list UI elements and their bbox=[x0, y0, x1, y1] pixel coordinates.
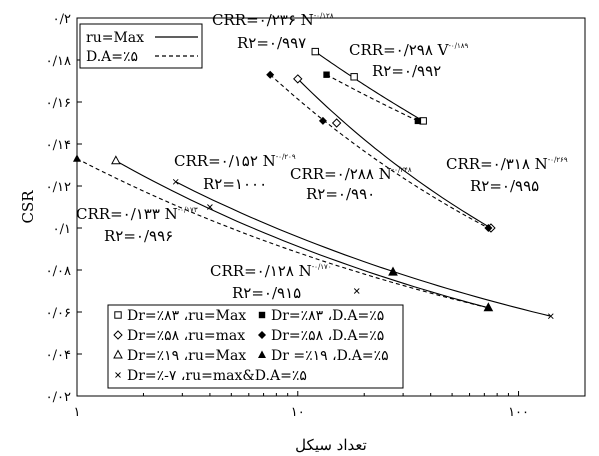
fit-curve bbox=[76, 158, 489, 309]
equation-main: CRR=۰/۱۳۳ N bbox=[76, 205, 178, 223]
data-point bbox=[318, 116, 327, 125]
equation-annotation: CRR=۰/۱۳۳ N-۰/۱۷۳ R۲=۰/۹۹۶ bbox=[76, 205, 198, 245]
y-tick-label: ۰/۱۲ bbox=[46, 180, 71, 195]
y-tick-label: ۰/۰۶ bbox=[46, 306, 71, 321]
data-point bbox=[484, 303, 493, 311]
data-point bbox=[350, 73, 358, 81]
equation-exponent: -۰/۲۰۹ bbox=[276, 153, 296, 161]
equation-exponent: -۰/۲۴۸ bbox=[392, 166, 412, 174]
x-tick-label: ۱ bbox=[74, 405, 81, 420]
svg-text:CRR=۰/۲۹۸ V-۰/۱۸۹: CRR=۰/۲۹۸ V-۰/۱۸۹ bbox=[349, 41, 469, 59]
equation-main: CRR=۰/۲۹۸ V bbox=[349, 41, 450, 59]
line-legend-box bbox=[79, 23, 203, 69]
legend-entry-label: Dr =٪۱۹ ،D.A=٪۵ bbox=[271, 348, 389, 364]
legend-entry-label: Dr=٪۵۸ ،D.A=٪۵ bbox=[271, 328, 384, 344]
equation-exponent: -۰/۱۸۹ bbox=[449, 42, 469, 50]
legend-marker bbox=[258, 350, 266, 358]
equation-exponent: -۰/۲۶۹ bbox=[548, 156, 568, 164]
equation-exponent: -۰/۱۷۳ bbox=[178, 206, 198, 214]
equation-main: CRR=۰/۲۸۸ N bbox=[290, 165, 392, 183]
legend-entry-label: Dr=٪۸۳ ،D.A=٪۵ bbox=[271, 308, 384, 324]
fit-curve bbox=[115, 160, 489, 309]
data-point bbox=[73, 154, 81, 162]
equation-main: CRR=۰/۱۵۲ N bbox=[174, 152, 276, 170]
x-tick-label: ۱۰ bbox=[291, 405, 305, 420]
svg-text:CRR=۰/۳۱۸ N-۰/۲۶۹: CRR=۰/۳۱۸ N-۰/۲۶۹ bbox=[446, 155, 568, 173]
legend-marker bbox=[114, 311, 122, 319]
data-point bbox=[172, 178, 179, 185]
svg-text:CRR=۰/۱۵۲ N-۰/۲۰۹: CRR=۰/۱۵۲ N-۰/۲۰۹ bbox=[174, 152, 296, 170]
equation-r2: R۲=۰/۹۱۵ bbox=[232, 284, 301, 302]
legend-entry-label: Dr=٪-۷ ،ru=max&D.A=٪۵ bbox=[127, 368, 307, 384]
equation-r2: R۲=۰/۹۹۰ bbox=[306, 185, 375, 203]
svg-text:CRR=۰/۲۳۶ N-۰/۱۲۸: CRR=۰/۲۳۶ N-۰/۱۲۸ bbox=[212, 11, 334, 29]
legend-entry-label: Dr=٪۱۹ ،ru=Max bbox=[127, 348, 246, 364]
legend-marker bbox=[258, 331, 266, 339]
equation-r2: R۲=۰/۹۹۶ bbox=[104, 227, 173, 245]
equation-main: CRR=۰/۲۳۶ N bbox=[212, 11, 314, 29]
marker-legend: Dr=٪۸۳ ،ru=Max Dr=٪۸۳ ،D.A=٪۵ Dr=٪۵۸ ،ru=m… bbox=[107, 304, 404, 389]
y-tick-label: ۰/۱ bbox=[53, 222, 71, 237]
y-axis-label: CSR bbox=[19, 190, 37, 224]
equation-annotation: CRR=۰/۱۵۲ N-۰/۲۰۹ R۲=۱۰۰۰ bbox=[174, 152, 296, 193]
y-tick-label: ۰/۲ bbox=[53, 12, 71, 27]
svg-text:CRR=۰/۱۲۸ N-۰/۱۷۰: CRR=۰/۱۲۸ N-۰/۱۷۰ bbox=[210, 262, 332, 280]
line-legend-label: D.A=٪۵ bbox=[86, 49, 138, 65]
data-point bbox=[207, 204, 213, 210]
y-tick-label: ۰/۱۶ bbox=[46, 96, 71, 111]
equation-exponent: -۰/۱۷۰ bbox=[312, 263, 332, 271]
data-point bbox=[111, 155, 121, 165]
y-tick-label: ۰/۰۴ bbox=[46, 348, 71, 363]
marker-legend-box bbox=[107, 304, 404, 389]
equation-r2: R۲=۰/۹۹۷ bbox=[237, 34, 306, 52]
equation-annotation: CRR=۰/۱۲۸ N-۰/۱۷۰ R۲=۰/۹۱۵ bbox=[210, 262, 332, 302]
equation-r2: R۲=۰/۹۹۲ bbox=[372, 62, 441, 80]
svg-text:CRR=۰/۱۳۳ N-۰/۱۷۳: CRR=۰/۱۳۳ N-۰/۱۷۳ bbox=[76, 205, 198, 223]
legend-marker bbox=[115, 372, 121, 378]
data-point bbox=[331, 118, 342, 128]
data-point bbox=[414, 117, 422, 125]
y-tick-label: ۰/۱۴ bbox=[46, 138, 71, 153]
equation-main: CRR=۰/۳۱۸ N bbox=[446, 155, 548, 173]
legend-marker bbox=[113, 330, 123, 340]
fit-curve bbox=[297, 78, 492, 229]
legend-entry-label: Dr=٪۸۳ ،ru=Max bbox=[127, 308, 246, 324]
equation-r2: R۲=۰/۹۹۵ bbox=[470, 177, 539, 195]
data-point bbox=[389, 267, 398, 276]
data-markers bbox=[73, 47, 554, 320]
equation-annotation: CRR=۰/۲۹۸ V-۰/۱۸۹ R۲=۰/۹۹۲ bbox=[349, 41, 469, 80]
legend-entry-label: Dr=٪۵۸ ،ru=max bbox=[127, 328, 245, 344]
fit-curve bbox=[326, 74, 419, 122]
svg-text:CRR=۰/۲۸۸ N-۰/۲۴۸: CRR=۰/۲۸۸ N-۰/۲۴۸ bbox=[290, 165, 412, 183]
equation-main: CRR=۰/۱۲۸ N bbox=[210, 262, 312, 280]
legend-marker bbox=[113, 349, 123, 359]
fit-curve bbox=[314, 51, 424, 122]
data-point bbox=[311, 47, 319, 56]
data-point bbox=[293, 74, 303, 84]
plot-frame bbox=[76, 17, 586, 397]
axis-ticks: ۱ ۱۰ ۱۰۰ ۰/۰۲ ۰/۰۴ ۰/۰۶ ۰/۰۸ ۰/۱ ۰/۱۲ ۰/۱۴ ۰/۱۶ ۰/۱… bbox=[46, 12, 529, 420]
data-point bbox=[353, 288, 360, 294]
data-point bbox=[323, 71, 330, 78]
y-tick-label: ۰/۰۸ bbox=[46, 264, 71, 279]
equation-annotation: CRR=۰/۳۱۸ N-۰/۲۶۹ R۲=۰/۹۹۵ bbox=[446, 155, 568, 195]
data-point bbox=[547, 313, 554, 320]
fit-curve bbox=[175, 181, 551, 317]
line-legend-label: ru=Max bbox=[86, 30, 144, 46]
fit-curves bbox=[76, 51, 551, 317]
equation-exponent: -۰/۱۲۸ bbox=[314, 12, 334, 20]
line-style-legend: ru=Max D.A=٪۵ bbox=[79, 23, 203, 69]
legend-marker bbox=[258, 311, 266, 319]
equation-annotation: CRR=۰/۲۸۸ N-۰/۲۴۸ R۲=۰/۹۹۰ bbox=[290, 165, 412, 203]
y-tick-label: ۰/۱۸ bbox=[46, 54, 71, 69]
equation-annotation: CRR=۰/۲۳۶ N-۰/۱۲۸ R۲=۰/۹۹۷ bbox=[212, 11, 334, 52]
x-tick-label: ۱۰۰ bbox=[508, 405, 529, 420]
y-tick-label: ۰/۰۲ bbox=[46, 390, 71, 405]
equation-r2: R۲=۱۰۰۰ bbox=[203, 175, 267, 193]
data-point bbox=[484, 224, 493, 232]
fit-curve bbox=[269, 74, 489, 229]
data-point bbox=[266, 70, 275, 79]
x-axis-label: تعداد سیکل bbox=[295, 436, 367, 454]
